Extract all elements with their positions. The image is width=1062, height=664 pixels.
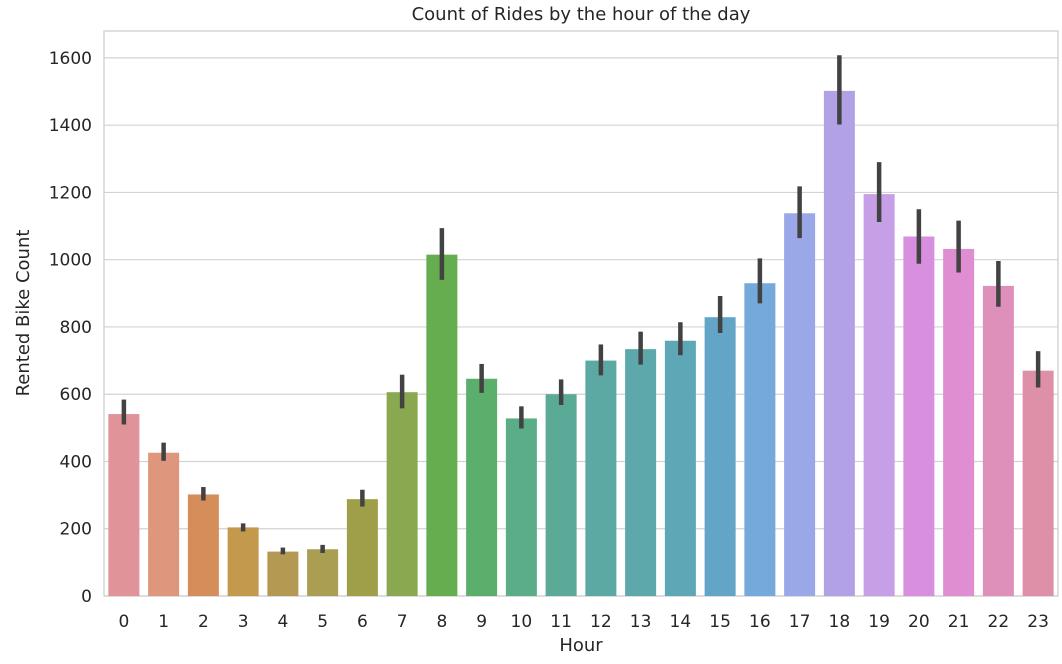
bar-hour-10 (505, 418, 537, 596)
x-tick-label: 21 (948, 612, 970, 632)
x-tick-labels: 0 1 2 3 4 5 6 7 8 9 10 11 12 13 14 15 16 17 18 19 20 21 22 23 (118, 612, 1048, 632)
bars (108, 90, 1054, 597)
x-tick-label: 3 (238, 612, 249, 632)
x-tick-label: 8 (436, 612, 447, 632)
x-tick-label: 6 (357, 612, 368, 632)
y-tick-label: 1400 (49, 116, 92, 136)
y-axis-title: Rented Bike Count (13, 230, 34, 397)
bar-hour-2 (187, 494, 219, 596)
bar-hour-7 (386, 392, 418, 596)
x-tick-label: 12 (590, 612, 612, 632)
bar-hour-4 (267, 551, 299, 596)
x-tick-label: 7 (397, 612, 408, 632)
x-tick-label: 22 (988, 612, 1010, 632)
plot-area-frame (103, 30, 1059, 597)
bar-hour-9 (466, 378, 498, 596)
x-tick-label: 14 (670, 612, 692, 632)
y-tick-label: 1200 (49, 183, 92, 203)
bar-hour-0 (108, 414, 140, 596)
bar-hour-11 (545, 394, 577, 596)
x-tick-label: 9 (476, 612, 487, 632)
bar-hour-3 (227, 527, 259, 596)
bar-hour-18 (823, 90, 855, 596)
bar-hour-13 (625, 349, 657, 596)
x-tick-label: 2 (198, 612, 209, 632)
x-axis-title: Hour (559, 635, 603, 656)
bar-hour-1 (148, 452, 180, 596)
x-tick-label: 11 (550, 612, 572, 632)
chart-title: Count of Rides by the hour of the day (412, 4, 751, 25)
x-tick-label: 19 (868, 612, 890, 632)
bar-hour-6 (346, 499, 378, 596)
x-tick-label: 10 (511, 612, 533, 632)
x-tick-label: 1 (158, 612, 169, 632)
x-tick-label: 5 (317, 612, 328, 632)
y-tick-label: 1600 (49, 49, 92, 69)
y-gridlines (104, 57, 1058, 597)
bar-hour-5 (307, 549, 339, 596)
x-tick-label: 17 (789, 612, 811, 632)
bar-hour-14 (664, 340, 696, 596)
x-tick-label: 0 (118, 612, 129, 632)
x-tick-label: 15 (709, 612, 731, 632)
x-tick-label: 20 (908, 612, 930, 632)
y-tick-label: 600 (60, 385, 92, 405)
x-tick-label: 4 (277, 612, 288, 632)
bar-hour-15 (704, 317, 736, 596)
y-tick-label: 800 (60, 318, 92, 338)
bar-hour-20 (903, 236, 935, 597)
y-tick-label: 0 (81, 587, 92, 607)
bar-hour-12 (585, 360, 617, 596)
x-tick-label: 16 (749, 612, 771, 632)
x-tick-label: 13 (630, 612, 652, 632)
bar-hour-16 (744, 283, 776, 596)
y-tick-label: 1000 (49, 251, 92, 271)
bar-hour-21 (943, 248, 975, 596)
y-tick-label: 200 (60, 520, 92, 540)
error-bars (121, 55, 1041, 555)
bar-hour-23 (1022, 370, 1054, 596)
bar-hour-17 (784, 213, 816, 596)
bar-hour-19 (863, 194, 895, 597)
bar-hour-8 (426, 254, 458, 597)
bar-hour-22 (982, 285, 1014, 596)
y-tick-label: 400 (60, 452, 92, 472)
y-tick-labels: 0 200 400 600 800 1000 1200 1400 1600 (49, 49, 92, 607)
x-tick-label: 23 (1027, 612, 1049, 632)
x-tick-label: 18 (829, 612, 851, 632)
